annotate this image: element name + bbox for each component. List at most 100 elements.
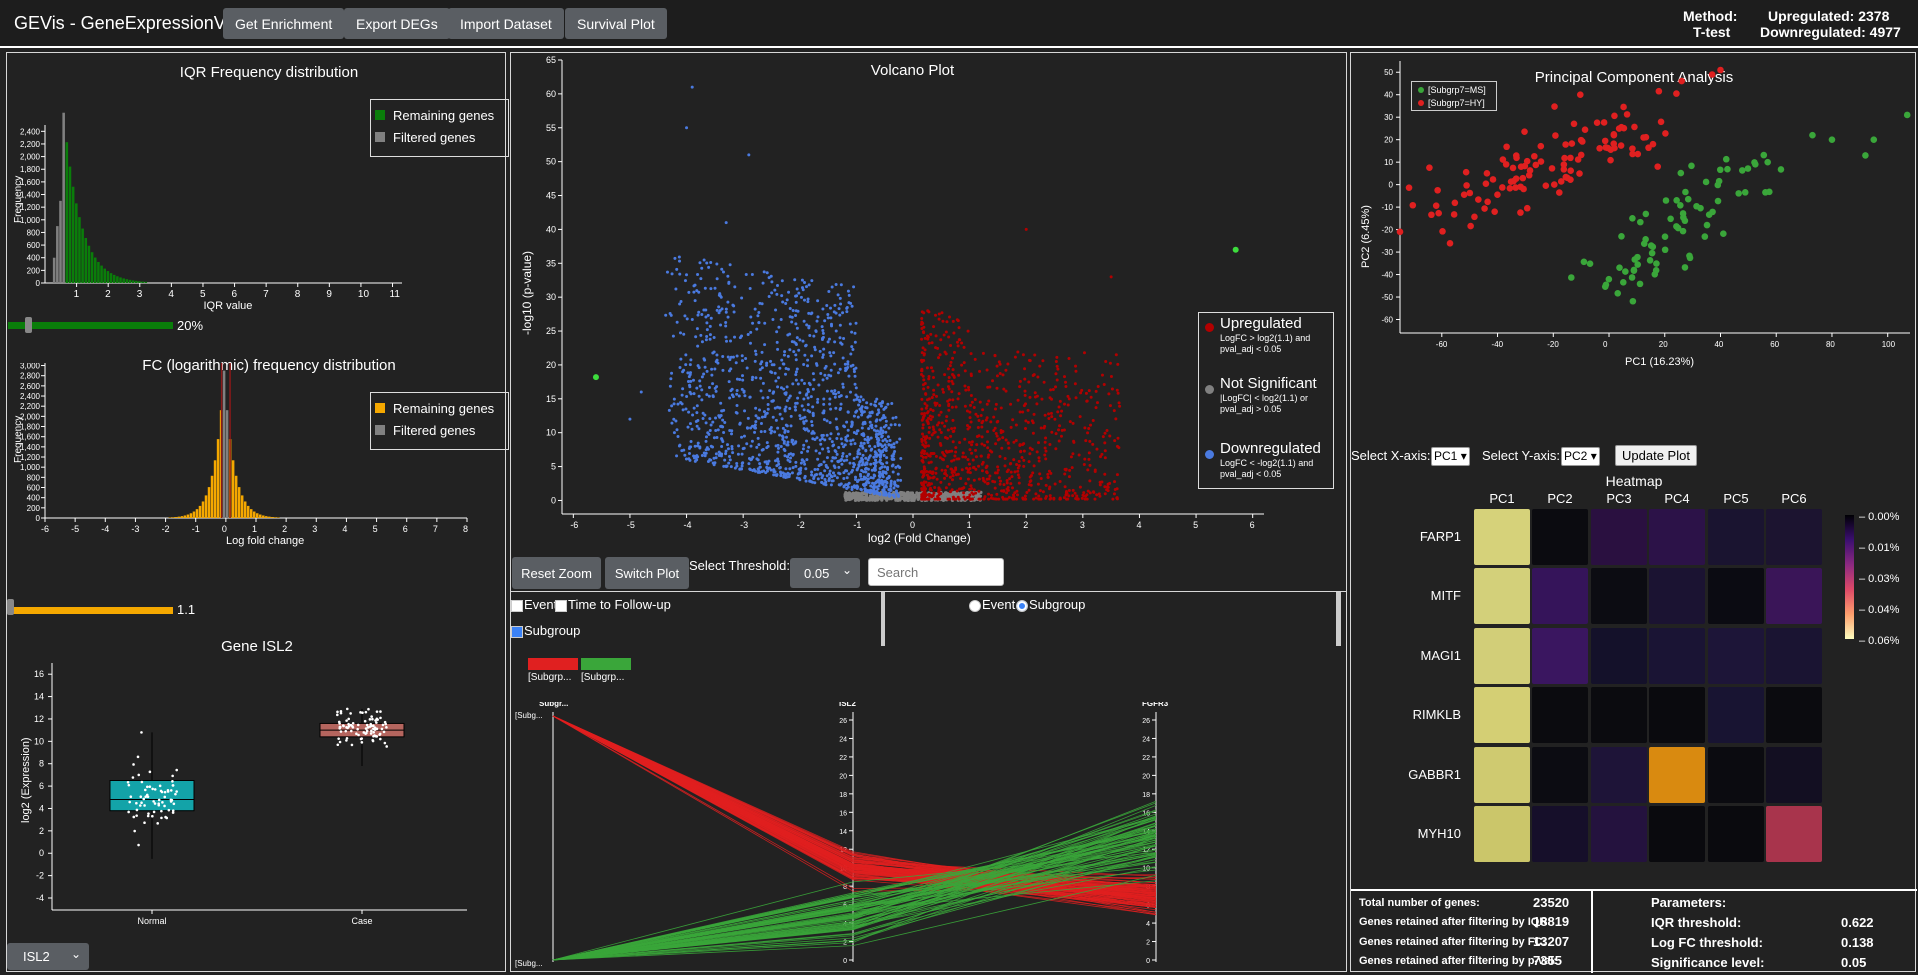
iqr-slider-handle[interactable] bbox=[25, 317, 32, 333]
heatmap-cell[interactable] bbox=[1766, 568, 1822, 624]
heatmap-cell[interactable] bbox=[1708, 509, 1764, 565]
subgroup-checkbox-box[interactable] bbox=[511, 625, 523, 638]
heatmap-cell[interactable] bbox=[1474, 747, 1530, 803]
heatmap-cell[interactable] bbox=[1708, 806, 1764, 862]
volcano-point-down bbox=[829, 354, 833, 358]
heatmap-cell[interactable] bbox=[1766, 628, 1822, 684]
volcano-point-up bbox=[1095, 447, 1099, 451]
parallel-coordinates-plot[interactable]: Subgr... ISL2 FGFR3[Subg...[Subg... 0246810… bbox=[511, 702, 1346, 970]
sample-point bbox=[378, 733, 381, 736]
heatmap-cell[interactable] bbox=[1591, 628, 1647, 684]
heatmap-cell[interactable] bbox=[1532, 509, 1588, 565]
heatmap-cell[interactable] bbox=[1532, 806, 1588, 862]
subgroup-hy-swatch[interactable] bbox=[528, 658, 578, 670]
volcano-point-down bbox=[776, 426, 780, 430]
fc-slider-handle[interactable] bbox=[7, 599, 14, 615]
heatmap-cell[interactable] bbox=[1766, 747, 1822, 803]
volcano-point-down bbox=[851, 438, 855, 442]
heatmap-cell[interactable] bbox=[1708, 747, 1764, 803]
volcano-point-up bbox=[932, 491, 936, 495]
pc-line-hy bbox=[552, 715, 1157, 908]
volcano-point-down bbox=[818, 438, 822, 442]
export-degs-button[interactable]: Export DEGs bbox=[344, 8, 450, 39]
heatmap-cell[interactable] bbox=[1649, 509, 1705, 565]
heatmap-cell[interactable] bbox=[1474, 628, 1530, 684]
iqr-bar bbox=[135, 280, 138, 283]
volcano-point-down bbox=[866, 474, 870, 478]
heatmap-cell[interactable] bbox=[1649, 747, 1705, 803]
time-followup-checkbox-box[interactable] bbox=[555, 599, 567, 612]
event-radio[interactable]: Event bbox=[969, 597, 1015, 612]
volcano-point-up bbox=[1009, 402, 1013, 406]
volcano-point-down bbox=[700, 340, 704, 344]
heatmap-cell[interactable] bbox=[1474, 687, 1530, 743]
heatmap-cell[interactable] bbox=[1532, 747, 1588, 803]
heatmap-cell[interactable] bbox=[1532, 628, 1588, 684]
heatmap-cell[interactable] bbox=[1649, 628, 1705, 684]
threshold-select[interactable]: 0.05 ⌄ bbox=[790, 558, 860, 588]
heatmap-cell[interactable] bbox=[1766, 687, 1822, 743]
survival-plot-button[interactable]: Survival Plot bbox=[565, 8, 667, 39]
gene-search-input[interactable] bbox=[868, 558, 1004, 586]
heatmap-cell[interactable] bbox=[1474, 509, 1530, 565]
get-enrichment-button[interactable]: Get Enrichment bbox=[223, 8, 345, 39]
volcano-point-ns bbox=[875, 496, 879, 501]
event-radio-circle[interactable] bbox=[969, 599, 981, 612]
heatmap-cell[interactable] bbox=[1474, 568, 1530, 624]
pca-point-ms bbox=[1601, 283, 1609, 290]
volcano-point-up bbox=[1044, 449, 1048, 453]
volcano-point-down bbox=[818, 349, 822, 353]
x-tick-label: 0 bbox=[1603, 340, 1608, 349]
x-axis-select[interactable]: PC1 ▾ bbox=[1431, 447, 1470, 466]
sample-point bbox=[379, 716, 382, 720]
volcano-point-down bbox=[726, 315, 730, 319]
heatmap-cell[interactable] bbox=[1766, 806, 1822, 862]
y-tick-label: 0 bbox=[39, 848, 44, 858]
switch-plot-button[interactable]: Switch Plot bbox=[605, 557, 689, 589]
event-checkbox[interactable]: Event bbox=[511, 597, 557, 612]
iqr-slider-value: 20% bbox=[177, 318, 204, 333]
heatmap-cell[interactable] bbox=[1708, 568, 1764, 624]
update-plot-button[interactable]: Update Plot bbox=[1615, 445, 1697, 466]
subgroup-radio[interactable]: Subgroup bbox=[1016, 597, 1085, 612]
heatmap-cell[interactable] bbox=[1649, 568, 1705, 624]
import-dataset-button[interactable]: Import Dataset bbox=[448, 8, 564, 39]
heatmap-cell[interactable] bbox=[1591, 687, 1647, 743]
subgroup-ms-swatch[interactable] bbox=[581, 658, 631, 670]
heatmap-cell[interactable] bbox=[1766, 509, 1822, 565]
volcano-point-up bbox=[985, 471, 989, 475]
volcano-point-down bbox=[882, 470, 886, 474]
pca-scatter[interactable]: -60 -40 -20 0 20 40 60 80 100-60-50-40-30-20-100… bbox=[1351, 53, 1917, 443]
volcano-point-down bbox=[854, 386, 858, 390]
heatmap-cell[interactable] bbox=[1649, 806, 1705, 862]
x-axis-title: PC1 (16.23%) bbox=[1625, 356, 1694, 368]
heatmap-cell[interactable] bbox=[1532, 687, 1588, 743]
event-checkbox-box[interactable] bbox=[511, 599, 523, 612]
reset-zoom-button[interactable]: Reset Zoom bbox=[512, 557, 601, 589]
heatmap-cell[interactable] bbox=[1474, 806, 1530, 862]
y-axis-select[interactable]: PC2 ▾ bbox=[1561, 447, 1600, 466]
heatmap-cell[interactable] bbox=[1591, 568, 1647, 624]
subgroup-radio-circle[interactable] bbox=[1016, 599, 1028, 612]
heatmap-cell[interactable] bbox=[1708, 687, 1764, 743]
gene-select[interactable]: ISL2 ⌄ bbox=[7, 943, 89, 970]
iqr-slider-track[interactable] bbox=[8, 322, 173, 329]
volcano-plot[interactable]: -6 -5 -4 -3 -2 -1 0 1 2 3 4 5 6051015202530354045505… bbox=[511, 53, 1346, 553]
heatmap-cell[interactable] bbox=[1591, 509, 1647, 565]
fc-slider-track[interactable] bbox=[8, 607, 173, 614]
time-followup-checkbox[interactable]: Time to Follow-up bbox=[555, 597, 671, 612]
volcano-point-down bbox=[845, 395, 849, 399]
heatmap-cell[interactable] bbox=[1591, 747, 1647, 803]
y-tick-label: 0 bbox=[36, 279, 41, 288]
y-tick-label: -30 bbox=[1381, 248, 1393, 257]
volcano-point-up bbox=[999, 428, 1003, 432]
heatmap-cell[interactable] bbox=[1649, 687, 1705, 743]
volcano-point-up bbox=[1054, 360, 1058, 364]
heatmap-cell[interactable] bbox=[1708, 628, 1764, 684]
heatmap-cell[interactable] bbox=[1532, 568, 1588, 624]
volcano-point-up bbox=[1100, 373, 1104, 377]
heatmap-cell[interactable] bbox=[1591, 806, 1647, 862]
volcano-point-up bbox=[950, 390, 954, 394]
volcano-point-down bbox=[671, 334, 675, 338]
subgroup-checkbox[interactable]: Subgroup bbox=[511, 623, 580, 638]
